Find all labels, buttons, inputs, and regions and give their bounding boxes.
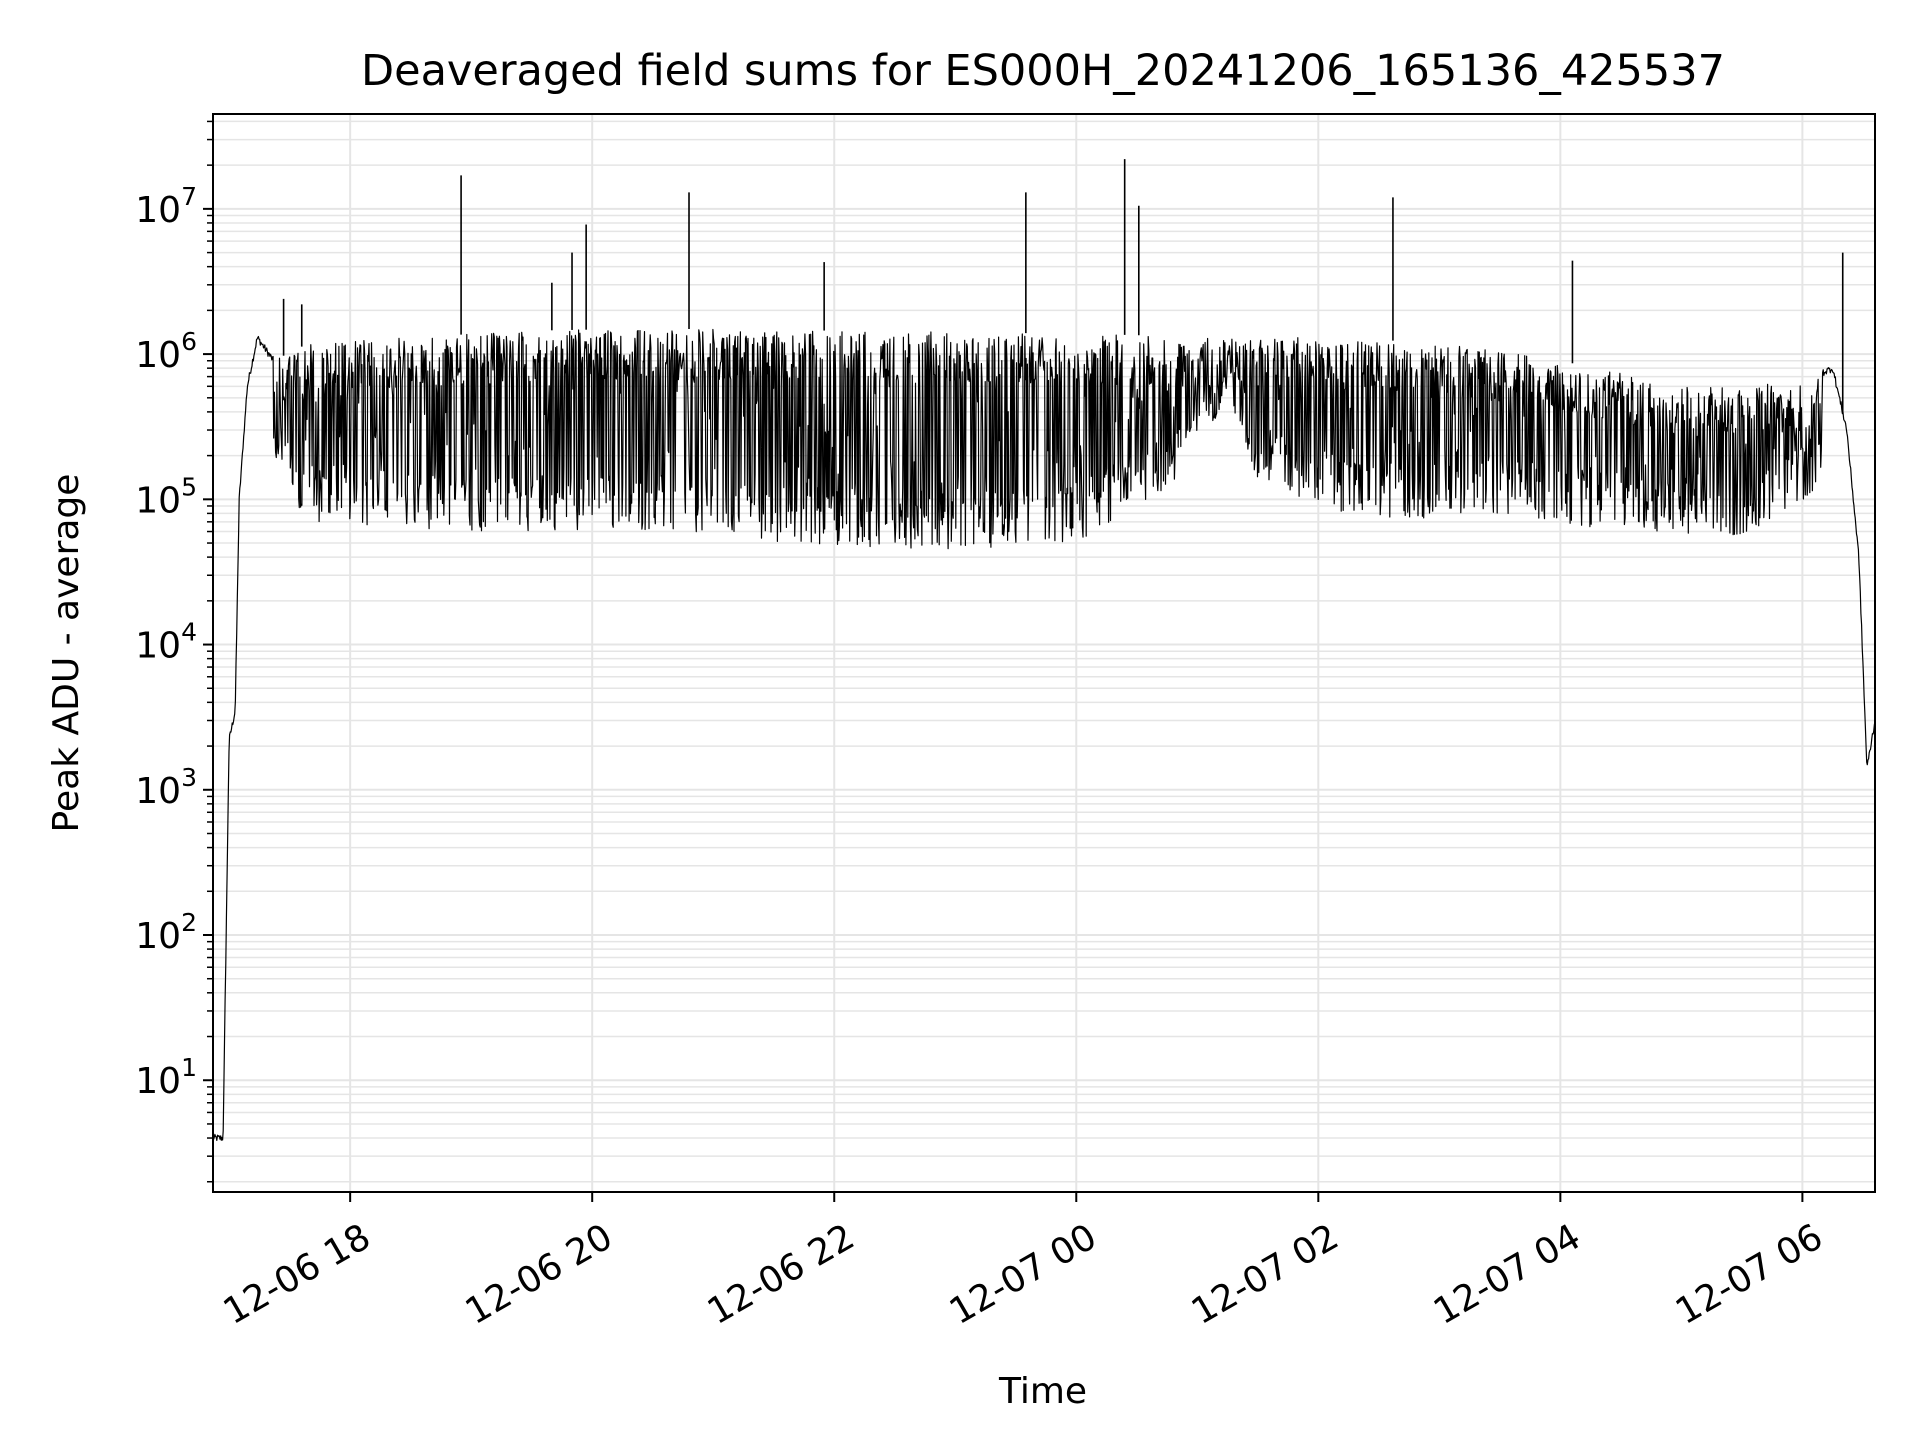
x-axis-label: Time xyxy=(998,1371,1087,1412)
y-axis-label: Peak ADU - average xyxy=(46,474,87,833)
chart-title: Deaveraged field sums for ES000H_2024120… xyxy=(361,46,1725,96)
